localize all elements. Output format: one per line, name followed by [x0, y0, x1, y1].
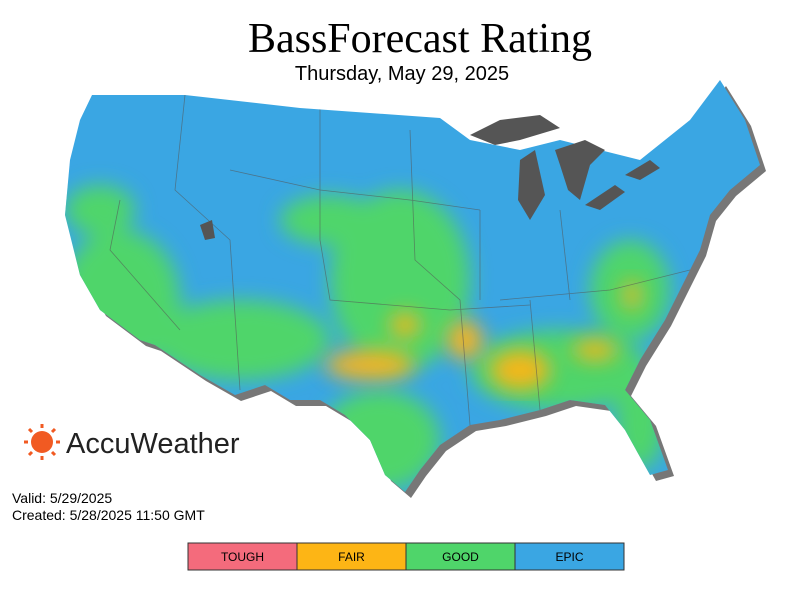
legend-label: GOOD — [442, 550, 479, 564]
legend-swatch — [514, 542, 625, 571]
legend: TOUGH FAIR GOOD EPIC — [187, 542, 625, 571]
state-lines — [109, 94, 691, 426]
logo-text: AccuWeather — [66, 428, 240, 460]
logo: AccuWeather — [24, 424, 240, 460]
good-areas — [65, 185, 670, 490]
legend-swatch — [187, 542, 298, 571]
logo-sun — [24, 424, 60, 460]
fair-areas — [325, 280, 640, 390]
legend-label: EPIC — [555, 550, 583, 564]
legend-swatch — [405, 542, 516, 571]
valid-date: Valid: 5/29/2025 — [12, 490, 112, 506]
created-date: Created: 5/28/2025 11:50 GMT — [12, 507, 205, 523]
great-lakes — [200, 115, 660, 240]
map — [65, 80, 766, 498]
forecast-field — [65, 80, 760, 492]
subtitle: Thursday, May 29, 2025 — [295, 63, 509, 85]
legend-label: TOUGH — [221, 550, 264, 564]
legend-label: FAIR — [338, 550, 365, 564]
title: BassForecast Rating — [248, 16, 592, 62]
